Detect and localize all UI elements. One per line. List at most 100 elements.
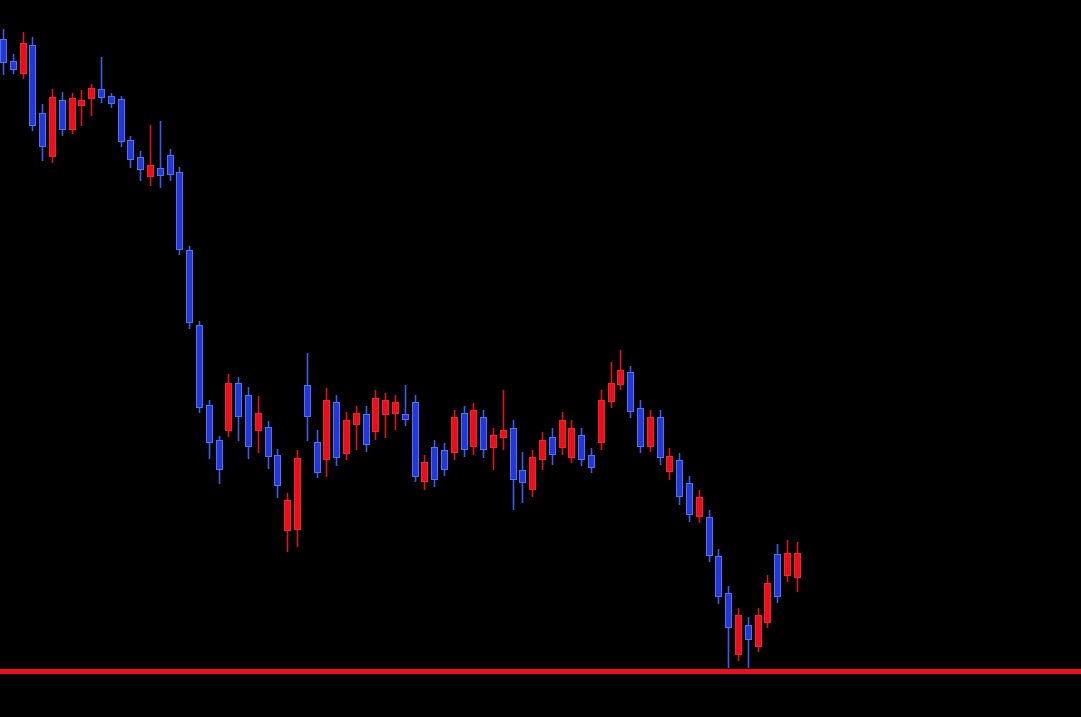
candle-down: [59, 92, 66, 136]
candle-up: [568, 420, 575, 463]
candle-body: [137, 157, 144, 170]
candle-down: [333, 395, 340, 466]
support-resistance-line: [0, 669, 1081, 674]
candle-up: [255, 396, 262, 453]
candle-up: [451, 410, 458, 460]
candle-down: [304, 353, 311, 441]
candle-wick: [404, 385, 407, 426]
candle-down: [686, 476, 693, 522]
candle-up: [470, 403, 477, 455]
candle-body: [98, 89, 105, 98]
candle-body: [255, 413, 262, 431]
candle-down: [745, 617, 752, 668]
candle-body: [784, 553, 791, 576]
candle-body: [108, 96, 115, 104]
candle-up: [343, 412, 350, 460]
candle-body: [323, 400, 330, 460]
candle-body: [715, 556, 722, 597]
candle-body: [265, 427, 272, 457]
candle-down: [265, 421, 272, 469]
candle-up: [69, 93, 76, 134]
candle-down: [441, 443, 448, 476]
candle-down: [29, 37, 36, 131]
candle-up: [78, 90, 85, 126]
candle-up: [382, 393, 389, 438]
candle-body: [539, 440, 546, 460]
candle-body: [549, 437, 556, 455]
candle-down: [637, 400, 644, 453]
candle-down: [725, 586, 732, 668]
candle-down: [431, 440, 438, 487]
candle-body: [333, 402, 340, 458]
candle-body: [206, 405, 213, 443]
candle-body: [372, 398, 379, 432]
candle-body: [794, 553, 801, 578]
candle-body: [676, 460, 683, 497]
candle-body: [382, 400, 389, 415]
candle-down: [274, 449, 281, 498]
candle-down: [363, 406, 370, 452]
candle-up: [323, 388, 330, 477]
candle-body: [294, 458, 301, 530]
candle-body: [176, 172, 183, 250]
candle-body: [284, 500, 291, 531]
candle-up: [735, 608, 742, 661]
candle-down: [706, 510, 713, 562]
candle-body: [0, 39, 7, 63]
candle-down: [461, 406, 468, 457]
candle-down: [245, 387, 252, 459]
candle-up: [608, 362, 615, 408]
candle-body: [519, 470, 526, 483]
candle-body: [647, 417, 654, 447]
candle-body: [706, 517, 713, 556]
candle-body: [500, 430, 507, 438]
candle-down: [774, 544, 781, 603]
candle-body: [274, 455, 281, 486]
candle-body: [588, 455, 595, 468]
candle-down: [480, 410, 487, 458]
candle-down: [0, 29, 7, 75]
candle-body: [353, 413, 360, 425]
candle-down: [715, 549, 722, 604]
candle-up: [421, 455, 428, 490]
candle-body: [490, 435, 497, 448]
candle-body: [529, 457, 536, 490]
candle-down: [206, 400, 213, 459]
candle-up: [794, 542, 801, 592]
candle-wick: [159, 121, 162, 188]
candle-up: [500, 390, 507, 450]
candle-down: [519, 452, 526, 503]
candle-down: [186, 246, 193, 329]
candle-body: [657, 417, 664, 458]
candle-wick: [502, 390, 505, 450]
candle-wick: [149, 125, 152, 186]
candle-down: [402, 385, 409, 426]
candle-body: [10, 61, 17, 70]
candle-body: [451, 417, 458, 453]
candle-body: [696, 497, 703, 517]
candle-body: [118, 99, 125, 142]
candle-wick: [100, 57, 103, 103]
candle-down: [676, 453, 683, 505]
candle-down: [176, 167, 183, 255]
candle-down: [167, 149, 174, 181]
candle-body: [441, 450, 448, 470]
candle-body: [598, 400, 605, 443]
candle-body: [559, 420, 566, 448]
candle-down: [412, 395, 419, 482]
candle-body: [225, 383, 232, 431]
candle-body: [88, 88, 95, 99]
candle-body: [461, 413, 468, 450]
candle-body: [363, 414, 370, 445]
candle-down: [10, 54, 17, 74]
candle-body: [745, 625, 752, 640]
candle-up: [372, 390, 379, 440]
candle-body: [196, 325, 203, 408]
candle-body: [167, 155, 174, 175]
candle-body: [59, 100, 66, 130]
candle-down: [127, 136, 134, 168]
candle-body: [245, 395, 252, 447]
candle-body: [235, 383, 242, 417]
